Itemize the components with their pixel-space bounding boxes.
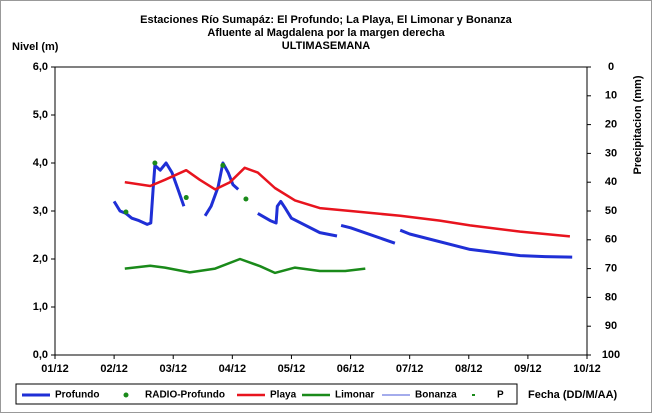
x-tick-label: 05/12 xyxy=(278,363,306,375)
series-line xyxy=(124,257,366,275)
chart-subtitle: ULTIMASEMANA xyxy=(282,40,370,52)
y2-tick-label: 50 xyxy=(605,205,617,217)
y2-tick-label: 70 xyxy=(605,263,617,275)
y2-tick-label: 0 xyxy=(608,61,614,73)
y-tick-label: 6,0 xyxy=(33,61,48,73)
legend-label: Bonanza xyxy=(415,390,457,401)
legend-label: Profundo xyxy=(55,390,99,401)
legend-label: Limonar xyxy=(335,390,375,401)
x-tick-label: 04/12 xyxy=(219,363,247,375)
y-tick-label: 3,0 xyxy=(33,205,48,217)
y-axis-label: Nivel (m) xyxy=(12,41,59,53)
x-axis-label: Fecha (DD/M/AA) xyxy=(528,389,618,401)
y-tick-label: 0,0 xyxy=(33,349,48,361)
legend-label: Playa xyxy=(270,390,297,401)
y-tick-label: 4,0 xyxy=(33,157,48,169)
legend-marker xyxy=(123,392,129,398)
x-tick-label: 10/12 xyxy=(573,363,601,375)
y2-tick-label: 90 xyxy=(605,320,617,332)
marker xyxy=(220,162,226,168)
legend-label: P xyxy=(497,390,504,401)
x-tick-label: 01/12 xyxy=(41,363,69,375)
x-tick-label: 07/12 xyxy=(396,363,424,375)
marker xyxy=(183,195,189,201)
y2-axis-label: Precipitacion (mm) xyxy=(632,75,644,174)
chart-title: Estaciones Río Sumapáz: El Profundo; La … xyxy=(140,14,513,26)
x-tick-label: 03/12 xyxy=(159,363,187,375)
y-tick-label: 2,0 xyxy=(33,253,48,265)
y2-tick-label: 10 xyxy=(605,90,617,102)
y2-tick-label: 40 xyxy=(605,176,617,188)
y-tick-label: 5,0 xyxy=(33,109,48,121)
chart-subtitle: Afluente al Magdalena por la margen dere… xyxy=(207,27,445,39)
legend xyxy=(15,383,518,405)
y2-tick-label: 100 xyxy=(602,349,620,361)
y2-tick-label: 60 xyxy=(605,234,617,246)
marker xyxy=(152,160,158,166)
x-tick-label: 09/12 xyxy=(514,363,542,375)
marker xyxy=(123,209,129,215)
y-tick-label: 1,0 xyxy=(33,301,48,313)
legend-label: RADIO-Profundo xyxy=(145,390,225,401)
y2-tick-label: 80 xyxy=(605,291,617,303)
x-tick-label: 02/12 xyxy=(100,363,128,375)
series-line xyxy=(124,166,571,238)
y2-tick-label: 30 xyxy=(605,147,617,159)
x-tick-label: 06/12 xyxy=(337,363,365,375)
y2-tick-label: 20 xyxy=(605,119,617,131)
marker xyxy=(243,196,249,202)
x-tick-label: 08/12 xyxy=(455,363,483,375)
